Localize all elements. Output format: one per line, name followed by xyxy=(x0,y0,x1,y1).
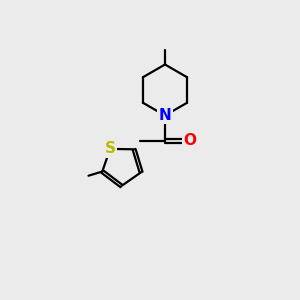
Text: O: O xyxy=(183,134,196,148)
Text: S: S xyxy=(105,141,116,156)
Text: N: N xyxy=(159,108,171,123)
